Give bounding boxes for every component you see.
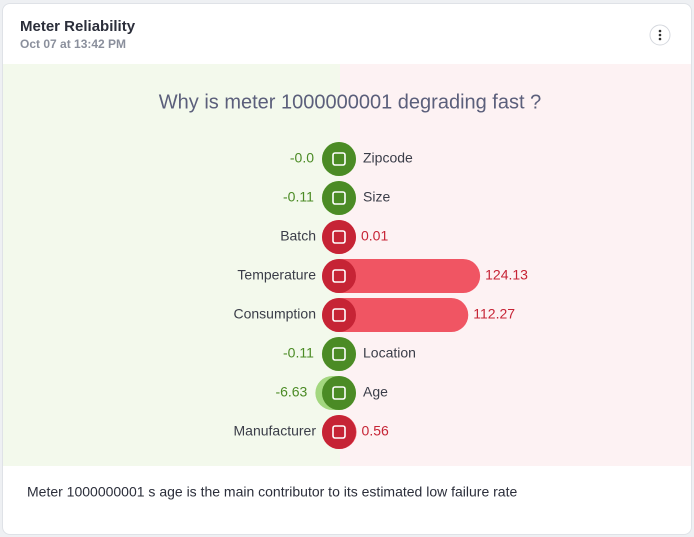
chart-title: Why is meter 1000000001 degrading fast ? xyxy=(159,91,541,113)
icon xyxy=(332,386,346,400)
icon xyxy=(332,269,346,283)
value-label: 0.56 xyxy=(362,423,389,439)
category-label: Size xyxy=(363,189,390,205)
value-label: -0.11 xyxy=(283,189,314,205)
icon-circle xyxy=(322,376,356,410)
bar xyxy=(322,259,481,293)
negative-background xyxy=(3,64,340,466)
icon-circle xyxy=(322,415,356,449)
bar xyxy=(322,298,469,332)
value-label: 112.27 xyxy=(473,306,515,322)
icon xyxy=(332,152,346,166)
icon-circle xyxy=(322,220,356,254)
icon xyxy=(332,230,346,244)
category-label: Temperature xyxy=(237,267,316,283)
value-label: -6.63 xyxy=(275,384,307,400)
category-label: Zipcode xyxy=(363,150,413,166)
value-label: -0.0 xyxy=(290,150,314,166)
chart: Meter Reliability Oct 07 at 13:42 PM Why… xyxy=(3,18,691,500)
icon-circle xyxy=(322,259,356,293)
icon xyxy=(332,347,346,361)
icon xyxy=(332,191,346,205)
card-subtitle: Oct 07 at 13:42 PM xyxy=(20,37,126,51)
category-label: Location xyxy=(363,345,416,361)
category-label: Age xyxy=(363,384,388,400)
icon-circle xyxy=(322,337,356,371)
card: Meter Reliability Oct 07 at 13:42 PM Why… xyxy=(2,3,692,535)
category-label: Batch xyxy=(280,228,316,244)
value-label: 124.13 xyxy=(485,267,528,283)
icon-circle xyxy=(322,298,356,332)
value-label: 0.01 xyxy=(361,228,388,244)
footer-text: Meter 1000000001 s age is the main contr… xyxy=(27,484,517,500)
card-title: Meter Reliability xyxy=(20,18,136,35)
value-label: -0.11 xyxy=(283,345,314,361)
icon-circle xyxy=(322,142,356,176)
icon xyxy=(332,425,346,439)
category-label: Manufacturer xyxy=(234,423,317,439)
category-label: Consumption xyxy=(234,306,317,322)
icon-circle xyxy=(322,181,356,215)
menu-button[interactable] xyxy=(649,24,671,46)
icon xyxy=(332,308,346,322)
